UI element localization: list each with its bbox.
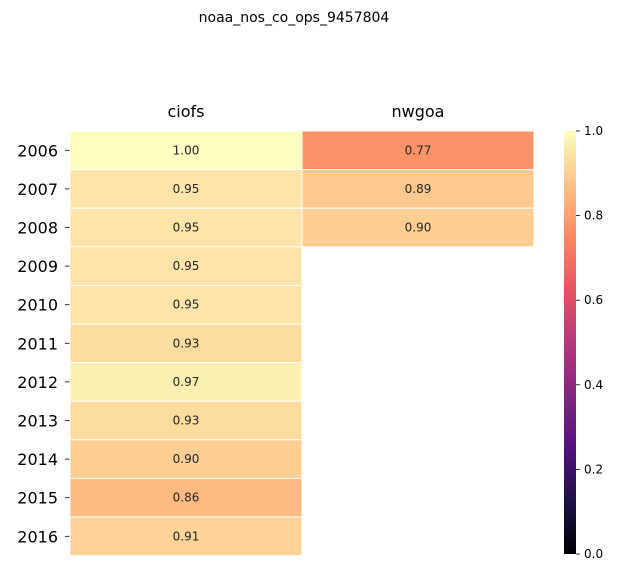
column-label: nwgoa bbox=[392, 102, 445, 121]
heatmap-cell bbox=[69, 284, 303, 325]
colorbar-tick-label: 0.2 bbox=[584, 462, 603, 476]
chart-title: noaa_nos_co_ops_9457804 bbox=[199, 10, 390, 26]
heatmap-cell bbox=[69, 439, 303, 479]
colorbar-tick-label: 0.8 bbox=[584, 209, 603, 223]
heatmap-cell bbox=[69, 323, 303, 364]
cell-value-label: 1.00 bbox=[173, 143, 200, 157]
heatmap-cell bbox=[301, 130, 535, 171]
cell-value-label: 0.91 bbox=[173, 529, 200, 543]
row-label: 2011 bbox=[17, 334, 58, 353]
cell-value-label: 0.77 bbox=[405, 143, 432, 157]
cell-value-label: 0.95 bbox=[173, 221, 200, 235]
row-labels: 2006 2007 2008 2009 2010 2011 2012 2013 2014 2015… bbox=[17, 141, 70, 546]
colorbar-tick-label: 0.6 bbox=[584, 293, 603, 307]
heatmap-cell bbox=[301, 207, 535, 248]
heatmap-cell bbox=[69, 516, 303, 557]
colorbar-tick-label: 0.0 bbox=[584, 547, 603, 561]
cell-value-label: 0.86 bbox=[173, 491, 200, 505]
row-label: 2007 bbox=[17, 180, 58, 199]
colorbar: 0.0 0.2 0.4 0.6 0.8 1.0 bbox=[564, 124, 603, 561]
heatmap-cell bbox=[301, 169, 535, 209]
colorbar-gradient bbox=[564, 131, 576, 554]
heatmap-cell bbox=[69, 400, 303, 441]
row-label: 2006 bbox=[17, 141, 58, 160]
row-label: 2008 bbox=[17, 219, 58, 238]
row-label: 2014 bbox=[17, 450, 58, 469]
column-label: ciofs bbox=[168, 102, 205, 121]
row-label: 2009 bbox=[17, 257, 58, 276]
cell-value-label: 0.90 bbox=[173, 452, 200, 466]
row-label: 2015 bbox=[17, 489, 58, 508]
cell-value-label: 0.95 bbox=[173, 259, 200, 273]
colorbar-tick-label: 1.0 bbox=[584, 124, 603, 138]
heatmap-cells: 1.00 0.77 0.95 0.89 0.95 0.90 0.95 0.95 0.93 0.97… bbox=[69, 130, 535, 557]
heatmap-cell bbox=[69, 477, 303, 518]
cell-value-label: 0.93 bbox=[173, 414, 200, 428]
cell-value-label: 0.93 bbox=[173, 336, 200, 350]
heatmap-cell bbox=[69, 362, 303, 402]
heatmap-cell bbox=[69, 207, 303, 248]
cell-value-label: 0.95 bbox=[173, 182, 200, 196]
row-label: 2016 bbox=[17, 527, 58, 546]
row-label: 2012 bbox=[17, 373, 58, 392]
cell-value-label: 0.89 bbox=[405, 182, 432, 196]
row-label: 2013 bbox=[17, 412, 58, 431]
row-label: 2010 bbox=[17, 296, 58, 315]
heatmap-cell bbox=[69, 130, 303, 171]
cell-value-label: 0.90 bbox=[405, 221, 432, 235]
colorbar-tick-label: 0.4 bbox=[584, 378, 603, 392]
cell-value-label: 0.97 bbox=[173, 375, 200, 389]
column-labels: ciofs nwgoa bbox=[168, 102, 445, 121]
heatmap-cell bbox=[69, 246, 303, 286]
cell-value-label: 0.95 bbox=[173, 298, 200, 312]
